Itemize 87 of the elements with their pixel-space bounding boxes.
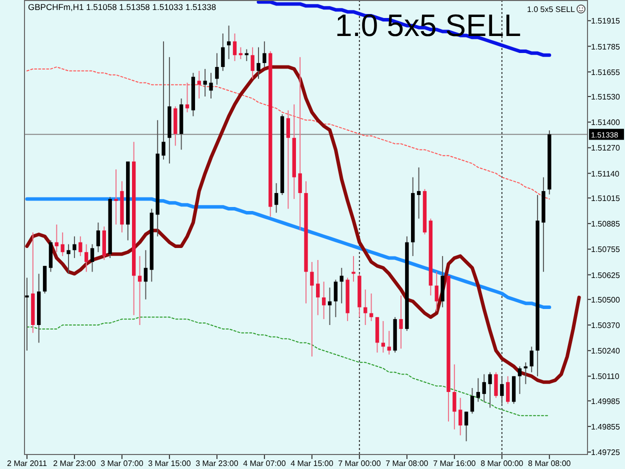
- candlestick: [458, 397, 462, 436]
- x-tick-label: 8 Mar 08:00: [528, 459, 572, 468]
- candlestick: [506, 376, 510, 404]
- candlestick: [286, 110, 290, 210]
- candlestick: [209, 72, 213, 99]
- candlestick: [334, 279, 338, 318]
- candlestick: [72, 236, 76, 259]
- chart-title: GBPCHFm,H1 1.51058 1.51358 1.51033 1.51338: [28, 2, 216, 12]
- line-series: [26, 316, 550, 416]
- y-tick-label: 1.50370: [591, 321, 620, 330]
- candlestick: [78, 236, 82, 257]
- y-tick-label: 1.49985: [591, 396, 620, 406]
- x-tick-label: 7 Mar 08:00: [386, 459, 429, 468]
- candlestick: [90, 244, 94, 272]
- candlestick: [144, 250, 148, 300]
- y-tick-label: 1.50755: [591, 245, 620, 254]
- candlestick: [322, 281, 326, 320]
- candlestick: [316, 260, 320, 316]
- line-series: [25, 65, 581, 384]
- x-tick-label: 7 Mar 16:00: [433, 459, 476, 468]
- y-tick-label: 1.50625: [591, 270, 620, 280]
- candlestick: [470, 388, 474, 414]
- candlestick: [66, 244, 70, 274]
- candlestick: [352, 256, 356, 282]
- candlestick: [232, 32, 237, 62]
- x-tick-label: 3 Mar 23:00: [196, 459, 239, 468]
- x-tick-label: 8 Mar 00:00: [480, 459, 524, 468]
- x-tick-label: 2 Mar 23:00: [53, 459, 96, 468]
- y-tick-label: 1.50885: [591, 220, 620, 229]
- candlestick: [298, 56, 302, 231]
- y-tick-label: 1.51915: [591, 16, 620, 26]
- y-tick-label: 1.51530: [591, 92, 620, 102]
- x-tick-label: 3 Mar 07:00: [100, 459, 144, 468]
- candlestick: [434, 271, 438, 312]
- candlestick: [464, 411, 468, 442]
- candlestick: [328, 287, 332, 326]
- candlestick: [162, 40, 166, 160]
- candlestick: [494, 372, 498, 398]
- y-tick-label: 1.51015: [591, 194, 620, 203]
- x-tick-label: 4 Mar 07:00: [243, 459, 286, 468]
- candlestick: [256, 46, 260, 80]
- candlestick: [84, 244, 88, 272]
- y-tick-label: 1.50500: [591, 295, 620, 304]
- candlestick: [226, 25, 231, 60]
- candlestick: [500, 376, 504, 404]
- y-tick-label: 1.49725: [591, 448, 620, 458]
- y-tick-label: 1.51270: [591, 144, 620, 153]
- candlestick: [452, 364, 456, 430]
- y-tick-label: 1.51140: [591, 169, 620, 178]
- annotation: 1.0 5x5 SELL: [526, 5, 576, 14]
- candlestick: [221, 32, 225, 72]
- y-tick-label: 1.50110: [591, 372, 620, 382]
- candlestick: [381, 320, 386, 354]
- candlestick: [250, 46, 254, 80]
- line-series: [26, 66, 550, 200]
- y-tick-label: 1.49855: [591, 422, 620, 432]
- candlestick: [310, 261, 314, 358]
- candlestick: [238, 46, 243, 60]
- candlestick: [399, 294, 403, 350]
- x-tick-label: 3 Mar 15:00: [148, 459, 192, 468]
- candlestick: [96, 222, 100, 253]
- candlestick: [262, 40, 266, 68]
- candlestick: [488, 372, 492, 408]
- y-tick-label: 1.51400: [591, 118, 620, 128]
- candlestick: [416, 166, 421, 220]
- candlestick: [244, 48, 248, 62]
- candlestick: [203, 68, 207, 98]
- candlestick: [185, 82, 190, 113]
- candlestick: [530, 346, 534, 373]
- x-tick-label: 4 Mar 15:00: [290, 459, 334, 468]
- candlestick: [274, 182, 278, 214]
- candlestick: [114, 168, 118, 226]
- y-tick-label: 1.51655: [591, 68, 620, 77]
- line-series: [256, 0, 552, 57]
- candlestick: [25, 277, 29, 352]
- candlestick: [476, 378, 480, 402]
- x-tick-label: 2 Mar 2011: [7, 459, 48, 468]
- x-tick-label: 7 Mar 00:00: [338, 459, 382, 468]
- candlestick: [524, 362, 528, 385]
- candlestick: [369, 292, 374, 322]
- candlestick: [482, 374, 486, 402]
- candlestick: [387, 330, 391, 356]
- y-tick-label: 1.50240: [591, 346, 620, 356]
- candlestick: [215, 52, 219, 86]
- candlestick: [60, 232, 64, 257]
- y-tick-label: 1.51785: [591, 42, 620, 52]
- candlestick: [518, 366, 522, 394]
